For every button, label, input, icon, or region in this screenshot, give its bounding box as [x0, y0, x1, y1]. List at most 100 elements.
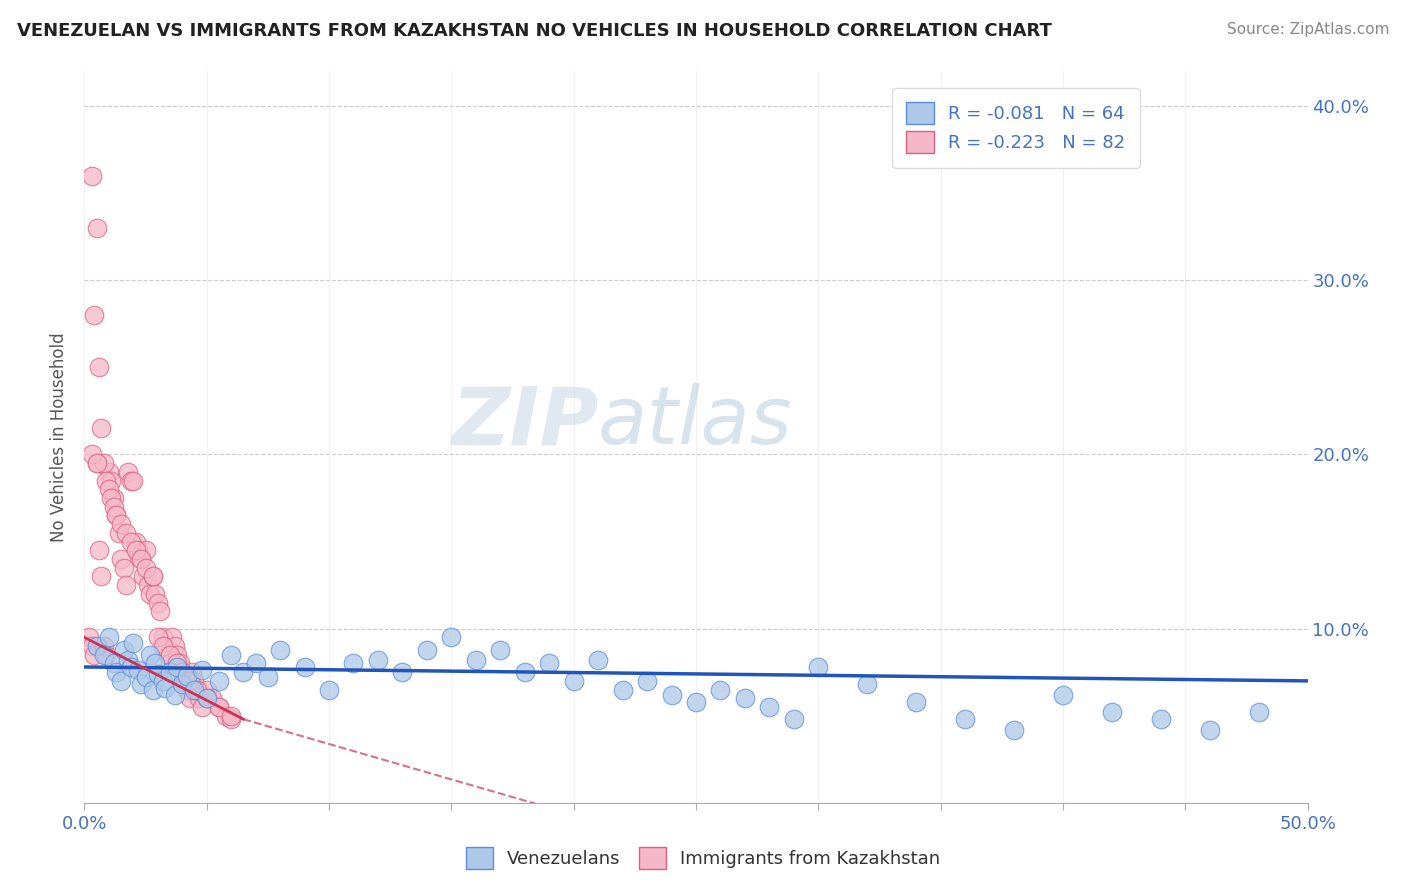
- Point: [139, 648, 162, 662]
- Point: [464, 653, 486, 667]
- Point: [143, 657, 166, 671]
- Point: [172, 665, 194, 680]
- Point: [87, 543, 110, 558]
- Point: [245, 657, 267, 671]
- Point: [97, 465, 120, 479]
- Point: [86, 221, 108, 235]
- Point: [96, 648, 118, 662]
- Point: [125, 543, 148, 558]
- Point: [153, 639, 176, 653]
- Point: [162, 631, 184, 645]
- Point: [105, 665, 128, 680]
- Point: [163, 688, 186, 702]
- Point: [179, 673, 201, 688]
- Point: [172, 665, 194, 680]
- Point: [200, 691, 222, 706]
- Point: [77, 631, 100, 645]
- Point: [143, 587, 166, 601]
- Point: [513, 665, 536, 680]
- Point: [159, 657, 181, 671]
- Point: [1150, 712, 1173, 726]
- Point: [129, 677, 152, 691]
- Point: [149, 604, 172, 618]
- Point: [83, 648, 105, 662]
- Point: [440, 631, 463, 645]
- Point: [1198, 723, 1220, 737]
- Point: [173, 673, 195, 688]
- Point: [163, 639, 186, 653]
- Text: atlas: atlas: [598, 384, 793, 461]
- Point: [110, 517, 132, 532]
- Point: [96, 474, 118, 488]
- Point: [758, 700, 780, 714]
- Point: [120, 660, 142, 674]
- Point: [1052, 688, 1074, 702]
- Point: [219, 712, 242, 726]
- Point: [105, 508, 128, 523]
- Point: [90, 569, 112, 583]
- Point: [318, 682, 340, 697]
- Point: [176, 668, 198, 682]
- Point: [146, 667, 169, 681]
- Point: [117, 465, 139, 479]
- Point: [80, 169, 103, 183]
- Y-axis label: No Vehicles in Household: No Vehicles in Household: [51, 332, 69, 542]
- Point: [83, 308, 105, 322]
- Point: [142, 569, 165, 583]
- Point: [219, 648, 242, 662]
- Point: [905, 695, 928, 709]
- Point: [146, 595, 169, 609]
- Point: [1247, 705, 1270, 719]
- Point: [152, 673, 174, 688]
- Point: [100, 474, 122, 488]
- Point: [156, 648, 179, 662]
- Point: [783, 712, 806, 726]
- Point: [112, 642, 135, 657]
- Point: [489, 642, 512, 657]
- Point: [183, 682, 205, 697]
- Point: [135, 543, 157, 558]
- Point: [80, 448, 103, 462]
- Point: [115, 578, 138, 592]
- Point: [636, 673, 658, 688]
- Point: [685, 695, 707, 709]
- Point: [953, 712, 976, 726]
- Point: [416, 642, 439, 657]
- Point: [166, 657, 188, 671]
- Point: [122, 474, 145, 488]
- Point: [142, 682, 165, 697]
- Point: [93, 456, 115, 470]
- Point: [208, 673, 231, 688]
- Point: [342, 657, 364, 671]
- Point: [183, 673, 205, 688]
- Point: [100, 491, 122, 505]
- Point: [166, 648, 188, 662]
- Point: [129, 552, 152, 566]
- Point: [191, 700, 214, 714]
- Point: [562, 673, 585, 688]
- Legend: Venezuelans, Immigrants from Kazakhstan: Venezuelans, Immigrants from Kazakhstan: [457, 838, 949, 879]
- Point: [191, 664, 214, 678]
- Text: ZIP: ZIP: [451, 384, 598, 461]
- Point: [90, 421, 112, 435]
- Point: [112, 560, 135, 574]
- Text: Source: ZipAtlas.com: Source: ZipAtlas.com: [1226, 22, 1389, 37]
- Point: [181, 665, 204, 680]
- Point: [612, 682, 634, 697]
- Point: [188, 691, 211, 706]
- Point: [661, 688, 683, 702]
- Point: [807, 660, 830, 674]
- Point: [86, 456, 108, 470]
- Point: [142, 569, 165, 583]
- Point: [195, 691, 218, 706]
- Point: [120, 474, 142, 488]
- Point: [135, 670, 157, 684]
- Point: [122, 635, 145, 649]
- Point: [195, 691, 218, 706]
- Point: [135, 560, 157, 574]
- Point: [208, 700, 231, 714]
- Point: [166, 660, 188, 674]
- Point: [215, 708, 238, 723]
- Point: [103, 657, 125, 671]
- Point: [586, 653, 609, 667]
